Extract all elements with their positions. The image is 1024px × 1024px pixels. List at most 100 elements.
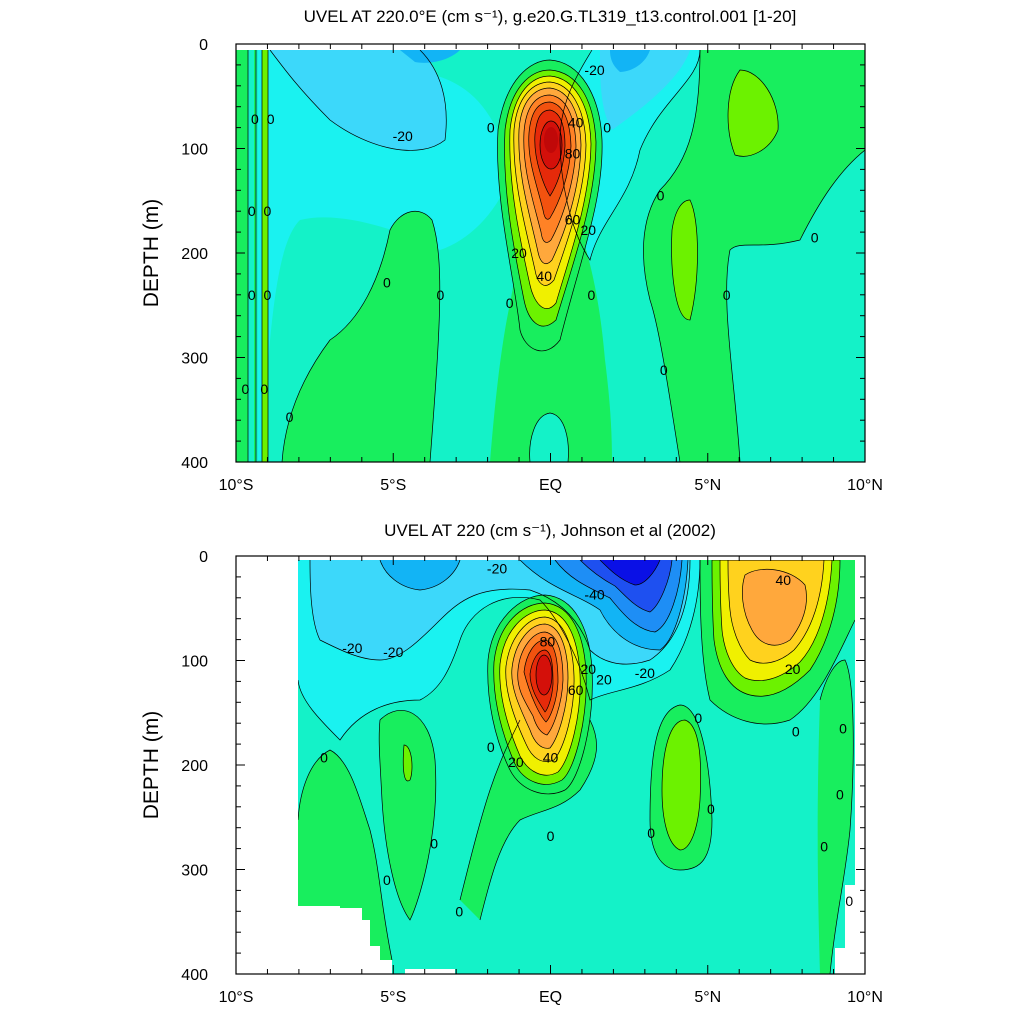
- contour-lines: [247, 49, 865, 462]
- contour-value-label: 0: [603, 120, 611, 136]
- x-tick-label: 10°S: [219, 989, 254, 1006]
- x-tick-label: EQ: [539, 477, 562, 494]
- fill-level-10to20: [403, 745, 412, 781]
- contour-value-label: 60: [565, 212, 581, 228]
- contour-value-label: 0: [487, 739, 495, 755]
- contour-value-label: 80: [565, 146, 581, 162]
- x-tick-label: 5°N: [694, 989, 721, 1006]
- x-tick-label: 10°N: [847, 477, 883, 494]
- contour-value-label: 0: [267, 111, 275, 127]
- contour-value-label: -20: [584, 62, 604, 78]
- fill-level-neg30: [400, 50, 460, 63]
- contour-value-label: -20: [393, 128, 413, 144]
- contour-value-label: 0: [383, 274, 391, 290]
- contour-value-label: 0: [430, 835, 438, 851]
- contour-value-label: 0: [647, 825, 655, 841]
- contour-value-label: 0: [839, 720, 847, 736]
- y-tick-label: 0: [199, 549, 208, 566]
- fill-level-0to10: [817, 660, 854, 974]
- contour-value-label: 0: [248, 287, 256, 303]
- y-axis-label: DEPTH (m): [140, 199, 163, 308]
- contour-value-label: 20: [785, 661, 801, 677]
- contour-value-label: 0: [547, 828, 555, 844]
- chart-title: UVEL AT 220 (cm s⁻¹), Johnson et al (200…: [384, 521, 716, 540]
- contour-value-label: 0: [820, 839, 828, 855]
- contour-value-label: 0: [455, 903, 463, 919]
- contour-value-label: 0: [660, 362, 668, 378]
- contour-value-label: -20: [635, 665, 655, 681]
- chart-title: UVEL AT 220.0°E (cm s⁻¹), g.e20.G.TL319_…: [304, 7, 797, 26]
- no-data-region: [236, 556, 392, 974]
- contour-value-label: 0: [260, 381, 268, 397]
- contour-value-label: -20: [383, 644, 403, 660]
- contour-value-label: 20: [596, 671, 612, 687]
- fill-level-10to20: [662, 720, 701, 850]
- contour-value-label: 0: [587, 287, 595, 303]
- contour-field: [236, 44, 865, 462]
- contour-value-label: 0: [487, 120, 495, 136]
- y-tick-label: 100: [181, 142, 208, 159]
- contour-value-label: 0: [723, 287, 731, 303]
- contour-value-label: 20: [580, 222, 596, 238]
- fill-level-10to20: [728, 70, 779, 157]
- y-tick-label: 200: [181, 758, 208, 775]
- x-tick-label: EQ: [539, 989, 562, 1006]
- fill-level-neg30: [380, 560, 460, 590]
- y-tick-label: 0: [199, 37, 208, 54]
- fill-level-neg20: [270, 50, 447, 151]
- no-data-region: [405, 969, 455, 974]
- contour-value-label: 0: [320, 750, 328, 766]
- fill-level-0: [248, 50, 254, 462]
- y-tick-label: 300: [181, 863, 208, 880]
- y-tick-label: 100: [181, 654, 208, 671]
- y-axis-label: DEPTH (m): [140, 711, 163, 820]
- contour-value-label: 0: [836, 786, 844, 802]
- contour-value-label: 0: [694, 710, 702, 726]
- contour-value-label: 0: [845, 893, 853, 909]
- fill-level-0to10: [282, 211, 440, 462]
- x-tick-label: 10°N: [847, 989, 883, 1006]
- x-tick-label: 5°S: [380, 477, 406, 494]
- fill-level-neg10: [258, 50, 512, 460]
- contour-value-label: 80: [540, 634, 556, 650]
- chart-panel-observations: UVEL AT 220 (cm s⁻¹), Johnson et al (200…: [140, 521, 883, 1006]
- contour-value-label: 40: [536, 268, 552, 284]
- contour-value-label: 0: [383, 872, 391, 888]
- fill-level-10to20: [671, 200, 698, 320]
- contour-value-label: 40: [568, 114, 584, 130]
- fill-level-max: [544, 127, 558, 153]
- y-tick-label: 300: [181, 351, 208, 368]
- contour-value-label: 40: [775, 572, 791, 588]
- contour-value-label: 0: [707, 801, 715, 817]
- chart-panel-model: UVEL AT 220.0°E (cm s⁻¹), g.e20.G.TL319_…: [140, 7, 883, 494]
- contour-value-label: 0: [248, 203, 256, 219]
- fill-level-0: [529, 413, 569, 462]
- fill-level-neg60: [600, 560, 660, 585]
- contour-value-label: 40: [543, 750, 559, 766]
- fill-level-0to10: [643, 50, 865, 462]
- contour-value-label: 20: [511, 245, 527, 261]
- contour-field: [236, 556, 865, 974]
- fill-level-neg30: [610, 50, 650, 72]
- contour-value-label: 0: [506, 295, 514, 311]
- contour-value-label: 0: [251, 111, 259, 127]
- y-tick-label: 200: [181, 246, 208, 263]
- contour-value-label: 20: [580, 661, 596, 677]
- contour-value-label: 60: [568, 682, 584, 698]
- y-tick-label: 400: [181, 455, 208, 472]
- contour-value-label: 0: [264, 203, 272, 219]
- x-tick-label: 5°S: [380, 989, 406, 1006]
- contour-value-label: 0: [811, 229, 819, 245]
- contour-value-label: -40: [584, 587, 604, 603]
- fill-level-0to10: [379, 710, 436, 920]
- x-tick-label: 5°N: [694, 477, 721, 494]
- contour-value-label: 0: [286, 409, 294, 425]
- contour-value-label: 0: [264, 287, 272, 303]
- contour-value-label: 0: [437, 287, 445, 303]
- contour-value-label: -20: [487, 561, 507, 577]
- fill-level-40to50: [742, 569, 807, 646]
